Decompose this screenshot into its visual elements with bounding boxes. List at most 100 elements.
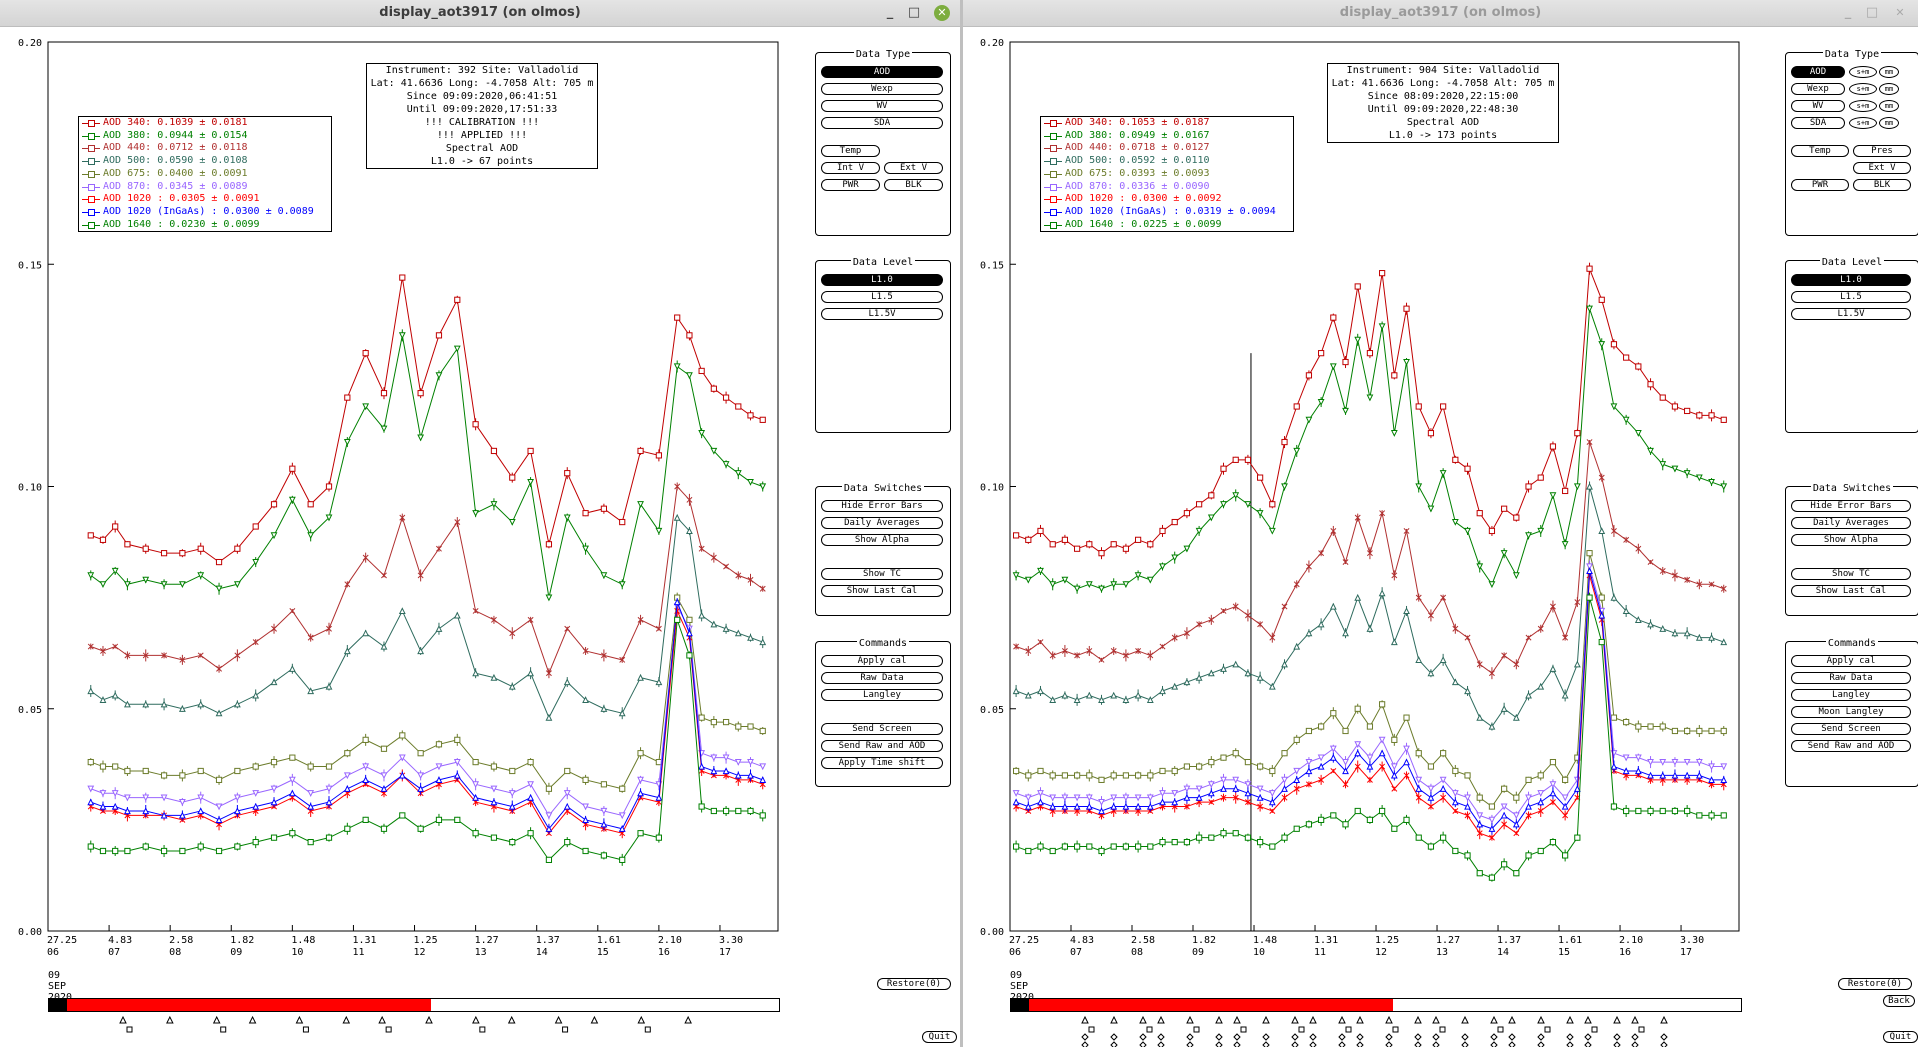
data-point [710,718,717,726]
sda-button[interactable]: SDA [1791,117,1845,129]
data-point [142,767,149,775]
back-button[interactable]: Back [1883,995,1915,1007]
data-point [1464,802,1471,810]
s-m-toggle-button[interactable]: s+m [1849,83,1877,95]
data-point [734,470,742,477]
send-screen-button[interactable]: Send Screen [1791,723,1911,735]
send-screen-button[interactable]: Send Screen [821,723,943,735]
time-bar[interactable] [1010,998,1742,1012]
wexp-button[interactable]: Wexp [1791,83,1845,95]
pwr-button[interactable]: PWR [1791,179,1849,191]
time-bar[interactable] [48,998,780,1012]
pwr-button[interactable]: PWR [821,179,880,191]
data-point [197,767,204,775]
data-point [1671,771,1679,779]
maximize-icon[interactable]: □ [907,5,921,20]
show-tc-button[interactable]: Show TC [821,568,943,580]
title-bar[interactable]: display_aot3917 (on olmos) _ □ ✕ [0,0,960,27]
daily-averages-button[interactable]: Daily Averages [821,517,943,529]
data-point [417,647,425,655]
show-last-cal-button[interactable]: Show Last Cal [1791,585,1911,597]
time-marker-icon [1508,1015,1516,1024]
ext-v-button[interactable]: Ext V [884,162,943,174]
data-point [1696,412,1703,419]
raw-data-button[interactable]: Raw Data [1791,672,1911,684]
apply-cal-button[interactable]: Apply cal [1791,655,1911,667]
data-point [417,825,424,832]
data-point [1354,593,1362,601]
level-l1-5-button[interactable]: L1.5 [821,291,943,303]
raw-data-button[interactable]: Raw Data [821,672,943,684]
hide-error-bars-button[interactable]: Hide Error Bars [821,500,943,512]
temp-button[interactable]: Temp [1791,145,1849,157]
data-point [1379,701,1386,708]
moon-langley-button[interactable]: Moon Langley [1791,706,1911,718]
legend-row: AOD 440: 0.0712 ± 0.0118 [79,142,331,155]
show-last-cal-button[interactable]: Show Last Cal [821,585,943,597]
quit-button[interactable]: Quit [1883,1031,1918,1043]
s-m-toggle-button[interactable]: s+m [1849,100,1877,112]
level-l1-0-button[interactable]: L1.0 [1791,274,1911,286]
langley-button[interactable]: Langley [1791,689,1911,701]
daily-averages-button[interactable]: Daily Averages [1791,517,1911,529]
quit-button[interactable]: Quit [922,1031,957,1043]
int-v-button[interactable]: Int V [821,162,880,174]
data-point [1671,727,1679,735]
legend-label: AOD 340 [1065,117,1108,128]
title-bar[interactable]: display_aot3917 (on olmos) _ □ ✕ [963,0,1918,27]
data-point [1049,847,1056,855]
data-point [1330,710,1337,717]
data-point [160,794,168,802]
maximize-icon[interactable]: □ [1865,5,1879,20]
x-tick-label: 2.58 [169,935,193,946]
blk-button[interactable]: BLK [1853,179,1911,191]
close-icon[interactable]: ✕ [934,5,950,21]
temp-button[interactable]: Temp [821,145,880,157]
pres-button[interactable]: Pres [1853,145,1911,157]
data-point [564,470,571,477]
apply-time-shift-button[interactable]: Apply Time shift [821,757,943,769]
data-point [270,501,278,508]
show-alpha-button[interactable]: Show Alpha [1791,534,1911,546]
send-raw-and-aod-button[interactable]: Send Raw and AOD [821,740,943,752]
data-point [1232,776,1240,784]
hide-error-bars-button[interactable]: Hide Error Bars [1791,500,1911,512]
apply-cal-button[interactable]: Apply cal [821,655,943,667]
level-l1-0-button[interactable]: L1.0 [821,274,943,286]
level-l1-5v-button[interactable]: L1.5V [1791,308,1911,320]
data-point [1208,492,1215,499]
legend-stat: : 0.0590 ± 0.0108 [145,155,248,167]
level-l1-5-button[interactable]: L1.5 [1791,291,1911,303]
close-icon[interactable]: ✕ [1895,6,1905,19]
mm-toggle-button[interactable]: mm [1879,66,1899,78]
data-point [618,825,626,832]
data-point [1598,594,1605,601]
ext-v-button[interactable]: Ext V [1853,162,1911,174]
data-point [1049,802,1057,810]
aod-button[interactable]: AOD [821,66,943,78]
wexp-button[interactable]: Wexp [821,83,943,95]
blk-button[interactable]: BLK [884,179,943,191]
mm-toggle-button[interactable]: mm [1879,117,1899,129]
level-l1-5v-button[interactable]: L1.5V [821,308,943,320]
mm-toggle-button[interactable]: mm [1879,83,1899,95]
sda-button[interactable]: SDA [821,117,943,129]
wv-button[interactable]: WV [821,100,943,112]
time-marker-icon [1566,1033,1574,1047]
aod-button[interactable]: AOD [1791,66,1845,78]
minimize-icon[interactable]: _ [886,5,894,20]
minimize-icon[interactable]: _ [1844,5,1852,20]
data-point [1281,794,1288,801]
data-point [509,839,516,846]
langley-button[interactable]: Langley [821,689,943,701]
show-alpha-button[interactable]: Show Alpha [821,534,943,546]
mm-toggle-button[interactable]: mm [1879,100,1899,112]
restore-button[interactable]: Restore(0) [1838,978,1912,990]
s-m-toggle-button[interactable]: s+m [1849,117,1877,129]
show-tc-button[interactable]: Show TC [1791,568,1911,580]
time-marker-icon [1432,1033,1440,1047]
restore-button[interactable]: Restore(0) [877,978,951,990]
s-m-toggle-button[interactable]: s+m [1849,66,1877,78]
wv-button[interactable]: WV [1791,100,1845,112]
send-raw-and-aod-button[interactable]: Send Raw and AOD [1791,740,1911,752]
